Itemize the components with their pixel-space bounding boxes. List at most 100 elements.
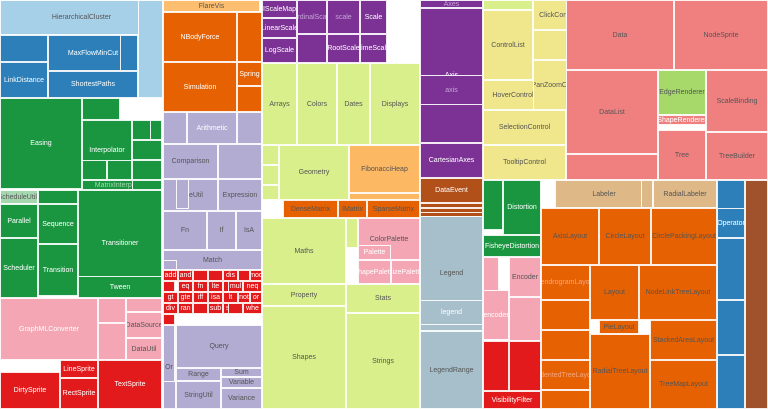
treemap-label: Easing [30,140,52,147]
treemap-cell-or: or [250,292,262,303]
treemap-cell-function-sequence [82,98,120,120]
treemap-cell-icicle-tree-layout [541,330,590,360]
treemap-label: Interpolator [89,146,125,154]
treemap-cell-dense-matrix: DenseMatrix [283,200,338,218]
treemap-cell-transition: Transition [38,244,78,296]
treemap-label: Fn [180,227,190,234]
treemap-cell-iff: iff [193,292,208,303]
treemap-cell-node-link-tree-layout: NodeLinkTreeLayout [639,265,717,320]
treemap-label: scale [335,13,352,21]
treemap-cell-orientation [346,218,358,248]
treemap-cell-number-interpolator [82,160,107,180]
treemap-cell-selection-control: SelectionControl [483,110,566,145]
treemap-label: LegendRange [429,366,474,374]
treemap-label: DataUtil [131,345,157,353]
treemap-label: Encoder [511,273,539,281]
treemap-cell-log-scale: LogScale [262,38,297,63]
treemap-label: Transition [42,266,74,274]
treemap-label: encoder [483,311,509,319]
treemap-cell-add: add [163,270,178,281]
treemap-label: Dates [344,100,363,108]
treemap-cell-min [238,270,250,281]
treemap-cell-date-util: DateUtil [163,179,218,211]
treemap-label: ColorPalette [369,235,409,243]
treemap-label: TreeBuilder [719,152,755,160]
treemap-cell-tree-map-layout: TreeMapLayout [650,360,717,409]
treemap-cell-operator-list [717,238,745,300]
treemap-label: Maths [294,247,314,255]
treemap-label: axis [445,86,458,94]
treemap-cell-legend-range: LegendRange [420,331,483,409]
treemap-cell-cartesian-axes: CartesianAxes [420,143,483,178]
treemap-label: Variable [228,379,255,386]
treemap-cell-shape-encoder: encoder [483,290,509,340]
treemap-cell-fn: Fn [163,211,207,250]
treemap-label: Labeler [592,190,616,198]
treemap-cell-dates: Dates [337,63,370,145]
treemap-cell-where: whe [243,303,262,314]
treemap-cell-sort-operator [717,355,745,409]
treemap-label: and [179,272,192,279]
treemap-cell-maximum [163,260,177,270]
treemap-label: ScaleBinding [716,97,758,105]
treemap-cell-mod: mod [250,270,262,281]
treemap-cell-color-interpolator [132,140,162,160]
treemap-cell-distinct: dis [223,270,238,281]
treemap-cell-fn: fn [193,281,208,292]
treemap-cell-tooltip-control: TooltipControl [483,145,566,180]
treemap-cell-fisheye-distortion: FisheyeDistortion [483,235,541,257]
treemap-cell-binary-expression [163,112,187,144]
treemap-label: Layout [603,289,626,296]
treemap-cell-link-distance: LinkDistance [0,62,48,98]
treemap-cell-root-scale: RootScale [327,34,360,63]
treemap-cell-match: Match [163,250,262,270]
treemap-cell-maths: Maths [262,218,346,284]
treemap-cell-xor [163,381,176,409]
treemap-cell-if: If [207,211,236,250]
treemap-cell-shapes: Shapes [262,306,346,409]
treemap-label: NodeLinkTreeLayout [645,289,711,296]
treemap-label: gt [167,294,174,301]
treemap-label: Or [165,363,173,371]
treemap-label: TimeScale [361,45,387,52]
treemap-cell-anchor-control [483,0,533,10]
treemap-label: DenseMatrix [290,205,331,213]
treemap-cell-heap-node [349,193,420,200]
treemap-cell-data-field [98,298,126,323]
treemap-label: SparseMatrix [372,205,415,213]
treemap-label: Range [188,371,209,378]
treemap-label: ControlList [491,41,525,49]
treemap-cell-stddev [193,303,208,314]
treemap-label: Tree [674,151,690,159]
treemap-label: Distortion [507,204,537,211]
treemap-cell-sub: sub [208,303,223,314]
treemap-cell-tree-builder: TreeBuilder [706,132,768,180]
treemap-label: mod [251,272,261,279]
treemap-cell-tween: Tween [78,276,162,298]
treemap-label: CircleLayout [605,233,645,240]
treemap-label: Colors [306,100,328,108]
treemap-label: legend [440,309,463,316]
treemap-label: LogScale [264,47,295,54]
treemap-label: ran [180,305,191,312]
treemap-cell-data-schema [98,323,126,360]
treemap-label: NodeSprite [703,31,739,39]
treemap-cell-edge-renderer: EdgeRenderer [658,70,706,115]
treemap-label: not [239,294,249,301]
treemap-label: FibonacciHeap [361,165,408,173]
treemap-label: PieLayout [603,323,635,331]
treemap-label: whe [246,305,259,312]
treemap-label: MaxFlowMinCut [67,49,119,57]
treemap-label: LinkDistance [3,76,45,84]
treemap-cell-displays: Displays [370,63,420,145]
treemap-cell-sum: Sum [221,368,262,377]
treemap-cell-node-sprite: NodeSprite [674,0,768,70]
treemap-label: StringUtil [184,391,213,399]
treemap-label: Scale [364,13,383,21]
treemap-cell-lte: lte [208,281,223,292]
treemap-cell-text-sprite: TextSprite [98,360,162,409]
treemap-cell-fisheye-tree-filter [483,341,509,391]
treemap-label: Match [202,256,223,264]
treemap-cell-time-scale: TimeScale [360,34,387,63]
